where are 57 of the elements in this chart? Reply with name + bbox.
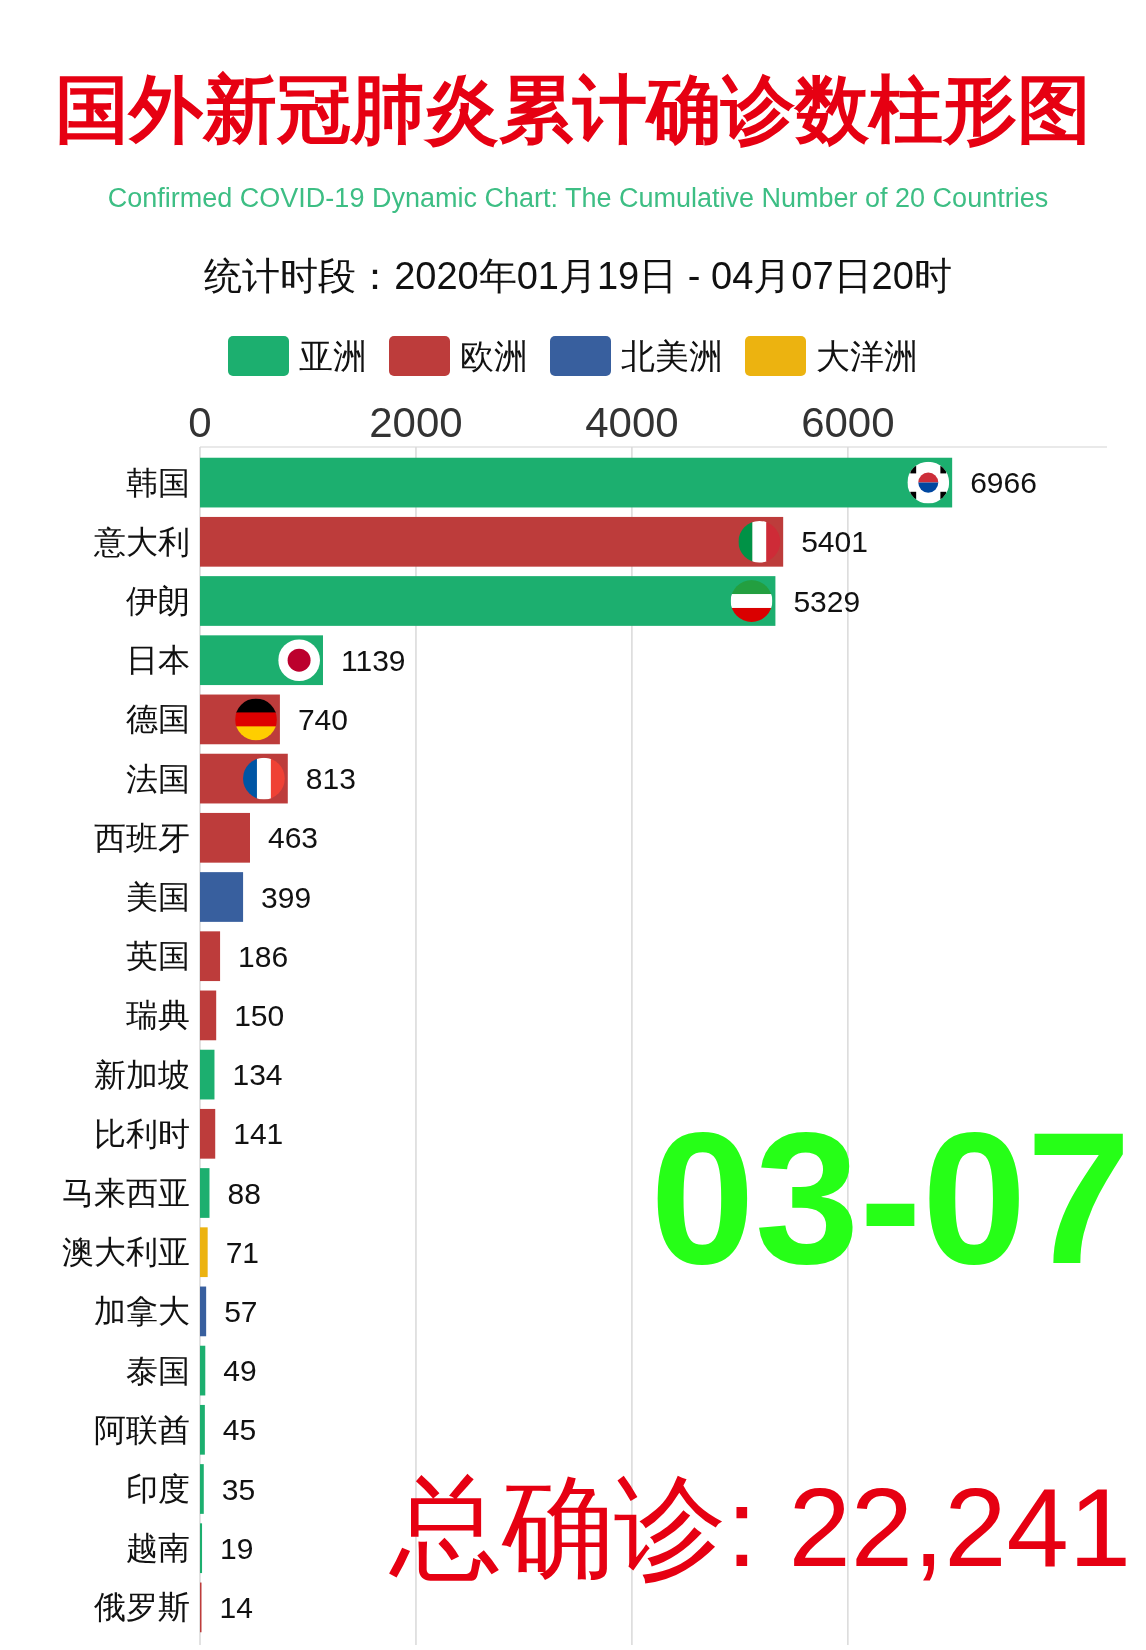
data-label: 134 bbox=[232, 1058, 283, 1092]
legend-item: 欧洲 bbox=[389, 336, 528, 376]
category-label: 马来西亚 bbox=[62, 1175, 190, 1211]
x-tick-label: 6000 bbox=[801, 399, 895, 446]
legend-label: 北美洲 bbox=[621, 337, 723, 375]
category-label: 英国 bbox=[126, 938, 190, 975]
data-label: 141 bbox=[233, 1117, 284, 1151]
category-label: 阿联酋 bbox=[94, 1411, 190, 1448]
category-label: 日本 bbox=[126, 642, 190, 679]
data-label: 88 bbox=[227, 1176, 261, 1210]
category-label: 新加坡 bbox=[94, 1056, 190, 1093]
title: 国外新冠肺炎累计确诊数柱形图 bbox=[55, 68, 1091, 151]
data-label: 150 bbox=[234, 998, 285, 1032]
subtitle: Confirmed COVID-19 Dynamic Chart: The Cumulative Number of 20 Countries bbox=[107, 183, 1049, 213]
category-label: 澳大利亚 bbox=[62, 1234, 190, 1271]
annotation: 统计时段：2020年01月19日 - 04月07日20时 bbox=[204, 255, 952, 297]
category-label: 法国 bbox=[126, 760, 190, 797]
data-label: 5329 bbox=[793, 584, 861, 618]
data-label: 14 bbox=[219, 1590, 253, 1624]
data-label: 45 bbox=[222, 1413, 257, 1447]
category-label: 印度 bbox=[126, 1471, 190, 1507]
x-tick-label: 2000 bbox=[369, 399, 463, 446]
legend-item: 大洋洲 bbox=[745, 336, 918, 376]
data-label: 399 bbox=[261, 880, 312, 914]
annotation: 03-07 bbox=[650, 1093, 1131, 1303]
category-label: 瑞典 bbox=[126, 997, 190, 1034]
category-label: 意大利 bbox=[94, 523, 190, 560]
legend-label: 大洋洲 bbox=[816, 337, 918, 375]
legend-item: 北美洲 bbox=[550, 336, 723, 376]
x-tick-label: 4000 bbox=[585, 399, 679, 446]
data-label: 35 bbox=[221, 1472, 256, 1506]
category-label: 西班牙 bbox=[94, 819, 190, 856]
category-label: 伊朗 bbox=[126, 583, 190, 619]
data-label: 186 bbox=[238, 939, 289, 973]
category-label: 俄罗斯 bbox=[94, 1589, 190, 1626]
data-label: 1139 bbox=[341, 643, 406, 677]
category-label: 德国 bbox=[126, 701, 190, 738]
legend-label: 亚洲 bbox=[299, 337, 367, 375]
x-tick-label: 0 bbox=[188, 399, 212, 446]
data-label: 57 bbox=[224, 1294, 258, 1328]
data-label: 740 bbox=[297, 702, 348, 736]
category-label: 韩国 bbox=[126, 464, 190, 501]
legend-item: 亚洲 bbox=[228, 336, 367, 376]
category-label: 越南 bbox=[126, 1530, 190, 1567]
data-label: 19 bbox=[220, 1531, 254, 1565]
data-label: 49 bbox=[223, 1354, 257, 1388]
annotation: 总确诊: 22,241 bbox=[390, 1465, 1131, 1590]
data-label: 463 bbox=[268, 821, 319, 855]
legend-label: 欧洲 bbox=[460, 337, 528, 375]
data-label: 71 bbox=[225, 1235, 260, 1269]
data-label: 5401 bbox=[801, 525, 868, 559]
data-label: 813 bbox=[305, 762, 356, 796]
category-label: 比利时 bbox=[94, 1115, 190, 1152]
category-label: 美国 bbox=[126, 879, 190, 915]
data-label: 6966 bbox=[970, 466, 1037, 500]
category-label: 泰国 bbox=[126, 1352, 190, 1389]
category-label: 加拿大 bbox=[94, 1293, 190, 1330]
